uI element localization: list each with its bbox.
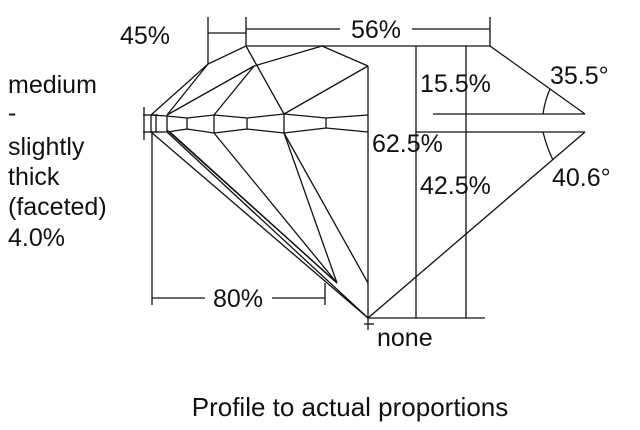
crown-facet-line [283, 65, 369, 115]
crown-angle-arc [542, 88, 551, 115]
girdle-line: thick [8, 163, 60, 191]
pavilion-outline [150, 131, 369, 319]
pavilion-facet-line [169, 131, 338, 284]
crown-facet-line [166, 63, 209, 116]
girdle-line: - [8, 99, 16, 127]
pavilion-facet-line [283, 132, 338, 284]
labels: 45% 56% 15.5% 35.5° 62.5% 42.5% 40.6° 80… [8, 16, 611, 422]
crown-angle-label: 35.5° [550, 62, 609, 90]
pavilion-profile-line [367, 131, 586, 319]
crown-height-pct-label: 15.5% [420, 70, 491, 98]
girdle-top [150, 113, 369, 119]
caption: Profile to actual proportions [192, 392, 509, 422]
pavilion-facet-line [213, 132, 338, 284]
pavilion-depth-label: 42.5% [420, 172, 491, 200]
crown-profile-line [489, 45, 586, 115]
girdle-line: medium [8, 71, 97, 99]
girdle-description: medium - slightly thick (faceted) 4.0% [8, 71, 107, 252]
crown-facet-line [166, 65, 255, 116]
crown-facet-line [253, 45, 323, 67]
table-label: 56% [351, 16, 401, 44]
crown-outline [150, 45, 369, 116]
girdle-line: (faceted) [8, 193, 107, 221]
crown-facet-line [213, 65, 255, 116]
crown-facet-line [245, 45, 285, 115]
girdle-line: 4.0% [8, 224, 65, 252]
culet-label: none [377, 324, 433, 352]
left-face-view [143, 45, 374, 330]
right-profile-view [367, 45, 586, 319]
pavilion-angle-label: 40.6° [552, 164, 611, 192]
lower-half-label: 80% [213, 285, 263, 313]
girdle-line: slightly [8, 133, 85, 161]
pavilion-facet-line [283, 132, 369, 284]
pavilion-angle-arc [542, 131, 554, 161]
girdle-bottom [151, 127, 369, 134]
crown-height-label: 45% [120, 22, 170, 50]
total-depth-label: 62.5% [372, 130, 443, 158]
dimension-lines [151, 17, 491, 305]
pavilion-facet-line [166, 131, 369, 319]
